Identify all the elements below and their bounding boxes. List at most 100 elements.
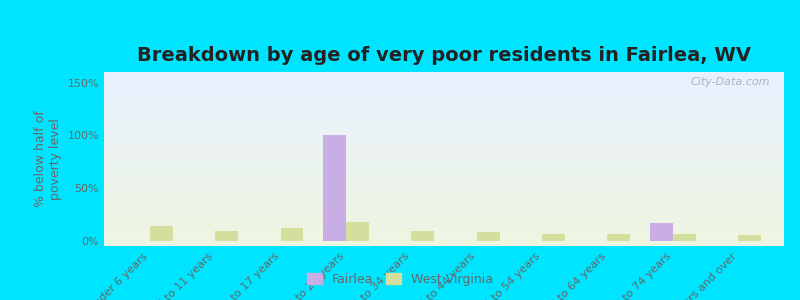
Bar	[650, 223, 673, 241]
Bar	[104, 150, 784, 152]
Bar	[104, 171, 784, 173]
Bar	[104, 155, 784, 157]
Bar	[104, 109, 784, 110]
Bar	[104, 136, 784, 138]
Bar	[104, 93, 784, 94]
Bar	[104, 76, 784, 77]
Bar	[104, 145, 784, 147]
Bar	[104, 91, 784, 93]
Bar	[104, 138, 784, 140]
Bar	[104, 81, 784, 82]
Bar	[104, 121, 784, 122]
Bar	[104, 133, 784, 135]
Bar	[104, 196, 784, 197]
Bar	[104, 241, 784, 242]
Bar	[104, 100, 784, 102]
Bar	[215, 231, 238, 241]
Bar	[104, 232, 784, 234]
Bar	[104, 185, 784, 187]
Bar	[104, 199, 784, 201]
Bar	[104, 143, 784, 145]
Bar	[104, 117, 784, 119]
Bar	[104, 131, 784, 133]
Bar	[104, 175, 784, 176]
Bar	[104, 229, 784, 230]
Bar	[104, 103, 784, 105]
Bar	[104, 102, 784, 103]
Bar	[607, 234, 630, 241]
Bar	[104, 215, 784, 216]
Bar	[104, 74, 784, 76]
Bar	[104, 178, 784, 180]
Bar	[104, 218, 784, 220]
Bar	[104, 190, 784, 192]
Bar	[104, 225, 784, 227]
Bar	[104, 94, 784, 96]
Bar	[104, 116, 784, 117]
Bar	[104, 234, 784, 236]
Bar	[104, 161, 784, 163]
Bar	[104, 213, 784, 215]
Bar	[104, 220, 784, 222]
Bar	[104, 239, 784, 241]
Bar	[104, 107, 784, 109]
Bar	[104, 129, 784, 131]
Bar	[104, 140, 784, 142]
Bar	[104, 182, 784, 183]
Bar	[281, 228, 303, 241]
Bar	[104, 152, 784, 154]
Bar	[104, 157, 784, 159]
Bar	[411, 231, 434, 241]
Bar	[104, 242, 784, 244]
Bar	[104, 122, 784, 124]
Bar	[104, 126, 784, 128]
Bar	[104, 98, 784, 100]
Bar	[104, 114, 784, 116]
Bar	[104, 84, 784, 86]
Bar	[104, 189, 784, 190]
Bar	[104, 211, 784, 213]
Bar	[104, 216, 784, 218]
Bar	[104, 206, 784, 208]
Bar	[104, 147, 784, 148]
Bar	[150, 226, 173, 241]
Bar	[346, 222, 369, 241]
Bar	[323, 135, 346, 241]
Bar	[104, 154, 784, 155]
Bar	[104, 180, 784, 182]
Bar	[104, 176, 784, 178]
Bar	[104, 166, 784, 168]
Bar	[104, 163, 784, 164]
Bar	[104, 237, 784, 239]
Bar	[104, 86, 784, 88]
Text: City-Data.com: City-Data.com	[691, 77, 770, 87]
Bar	[104, 89, 784, 91]
Bar	[104, 82, 784, 84]
Bar	[104, 96, 784, 98]
Bar	[104, 169, 784, 171]
Bar	[104, 72, 784, 74]
Bar	[104, 183, 784, 185]
Bar	[104, 230, 784, 232]
Bar	[104, 208, 784, 209]
Bar	[104, 173, 784, 175]
Bar	[104, 105, 784, 107]
Bar	[542, 234, 565, 241]
Bar	[477, 232, 499, 241]
Bar	[104, 194, 784, 196]
Bar	[104, 79, 784, 81]
Bar	[104, 209, 784, 211]
Bar	[673, 234, 696, 241]
Bar	[104, 124, 784, 126]
Bar	[104, 236, 784, 237]
Title: Breakdown by age of very poor residents in Fairlea, WV: Breakdown by age of very poor residents …	[137, 46, 751, 65]
Bar	[104, 110, 784, 112]
Bar	[104, 148, 784, 150]
Y-axis label: % below half of
poverty level: % below half of poverty level	[34, 111, 62, 207]
Bar	[104, 142, 784, 143]
Bar	[104, 224, 784, 225]
Bar	[104, 201, 784, 203]
Bar	[104, 88, 784, 89]
Bar	[104, 119, 784, 121]
Bar	[104, 159, 784, 161]
